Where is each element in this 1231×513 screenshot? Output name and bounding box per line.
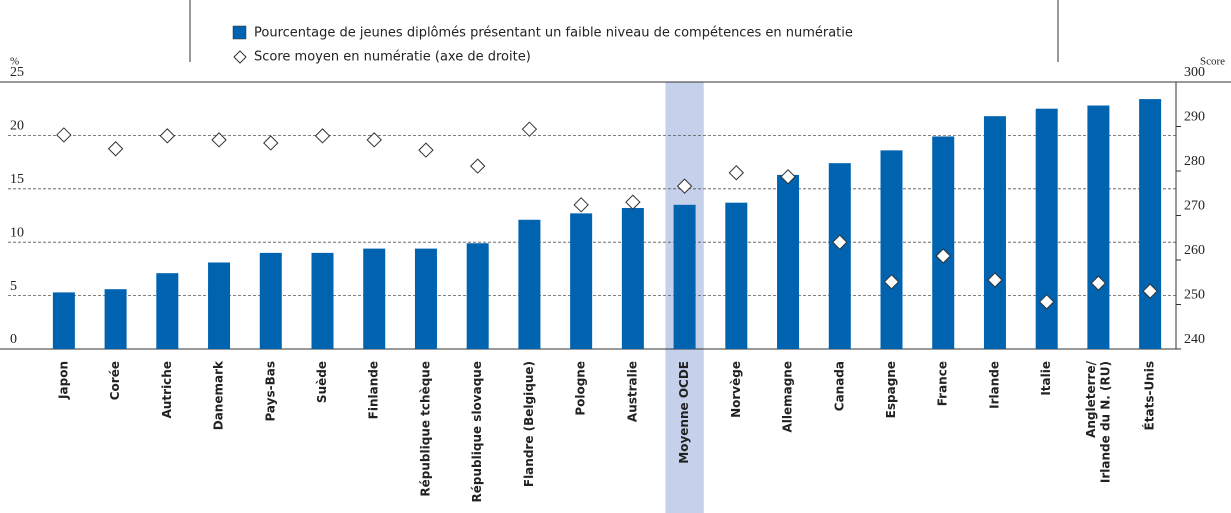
marker (56, 127, 72, 143)
x-tick-label: Irlande (987, 361, 1001, 409)
y2-tick-label: 290 (1184, 110, 1205, 125)
x-tick-label: Pays-Bas (263, 361, 277, 422)
marker (728, 165, 745, 181)
y-axis-label: % (10, 56, 19, 68)
bar (570, 213, 593, 349)
x-tick-label: Allemagne (781, 361, 795, 433)
marker (780, 169, 796, 185)
marker (935, 248, 951, 264)
x-tick-label: Australie (625, 361, 639, 422)
legend-swatch (233, 50, 247, 64)
x-tick-label: Moyenne OCDE (677, 361, 691, 464)
y-tick-label: 25 (10, 65, 24, 80)
x-tick-label: Italie (1039, 361, 1053, 396)
bar (725, 202, 748, 349)
bar (1139, 99, 1162, 349)
bar (880, 150, 903, 349)
marker (211, 132, 227, 148)
bar (777, 174, 800, 349)
bar (52, 292, 75, 349)
marker (418, 142, 434, 158)
bar (828, 163, 851, 349)
x-tick-label: Autriche (160, 361, 174, 418)
marker (1142, 283, 1158, 299)
x-tick-label: Angleterre/Irlande du N. (RU) (1084, 360, 1112, 483)
x-tick-label: États-Unis (1142, 361, 1157, 430)
y2-tick-label: 280 (1184, 154, 1205, 169)
y2-tick-label: 300 (1184, 65, 1205, 80)
bar (414, 248, 437, 349)
y2-tick-label: 240 (1184, 332, 1205, 347)
bar (518, 219, 541, 349)
x-tick-label: Suède (315, 361, 329, 403)
marker (625, 194, 641, 210)
marker (469, 158, 486, 174)
bar (363, 248, 386, 349)
bar (104, 289, 127, 349)
marker (573, 197, 589, 213)
marker (1038, 294, 1055, 310)
marker (263, 135, 279, 151)
x-tick-label: Finlande (367, 361, 381, 419)
y-tick-label: 20 (10, 119, 24, 134)
x-tick-label: Corée (108, 361, 122, 400)
y-tick-label: 0 (10, 332, 17, 347)
bar (156, 273, 179, 349)
marker (1090, 275, 1107, 291)
marker (676, 178, 693, 194)
bar (621, 208, 644, 349)
x-tick-label: Flandre (Belgique) (522, 361, 536, 487)
marker (987, 272, 1003, 288)
x-tick-label: France (936, 361, 950, 406)
y2-tick-label: 270 (1184, 199, 1205, 214)
y2-tick-label: 260 (1184, 243, 1205, 258)
x-tick-label: Canada (832, 361, 846, 411)
x-tick-label: Danemark (212, 360, 226, 430)
y-tick-label: 15 (10, 172, 24, 187)
marker (314, 128, 331, 144)
bar (311, 252, 334, 349)
bar (208, 262, 231, 349)
legend-label: Pourcentage de jeunes diplômés présentan… (254, 26, 853, 41)
x-tick-label: Norvège (729, 361, 743, 418)
bar (673, 204, 696, 349)
bar (983, 116, 1006, 350)
x-tick-label: République tchèque (418, 361, 432, 497)
y2-axis-label: Score (1200, 56, 1225, 68)
x-tick-label: Pologne (574, 361, 588, 416)
x-tick-label: Japon (56, 361, 70, 400)
legend-label: Score moyen en numératie (axe de droite) (254, 50, 531, 65)
bar (1087, 105, 1110, 349)
x-tick-label: République slovaque (470, 361, 484, 502)
legend-swatch (232, 25, 247, 40)
marker (159, 128, 176, 144)
y2-tick-label: 250 (1184, 288, 1205, 303)
bar (1035, 108, 1058, 349)
bar (466, 243, 489, 349)
y-tick-label: 5 (10, 279, 17, 294)
bar (932, 136, 955, 349)
marker (107, 141, 124, 157)
y-tick-label: 10 (10, 225, 24, 240)
x-tick-label: Espagne (884, 361, 898, 418)
marker (883, 274, 900, 290)
marker (832, 234, 848, 250)
marker (366, 132, 382, 148)
marker (521, 121, 538, 137)
bar (259, 252, 282, 349)
